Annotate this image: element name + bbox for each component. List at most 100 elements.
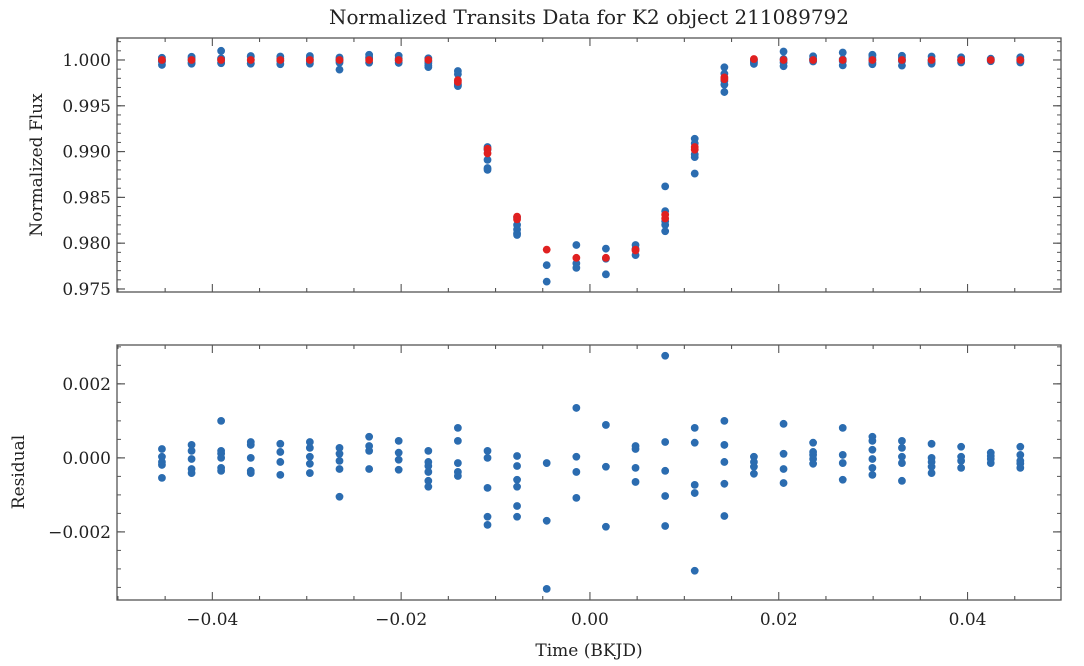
residual-point [217,466,226,475]
data-point [690,169,699,178]
model-point [661,214,670,223]
x-tick-label: 0.02 [760,610,798,630]
residual-point [394,455,403,464]
residual-point [750,469,758,478]
residual-point [424,462,433,470]
residual-point [305,469,314,477]
data-point [335,65,344,74]
y-tick-label: 0.002 [62,375,111,395]
data-point [779,47,788,56]
model-point [779,56,788,64]
model-point [690,145,699,154]
residual-point [898,459,906,467]
model-point [158,56,166,64]
model-point [631,246,640,255]
data-point [424,63,433,72]
residual-point [158,445,166,453]
flux-x-ticks [117,38,1016,292]
residual-point [957,463,966,472]
data-point [838,61,847,70]
model-point [601,253,610,262]
residual-point [927,469,936,477]
residual-point [690,480,699,489]
model-point [483,149,492,158]
flux-y-axis-label: Normalized Flux [27,93,47,237]
model-point [246,56,255,64]
series-data [158,46,1025,286]
residual-point [335,492,344,501]
model-point [898,56,906,64]
flux-y-ticks: 1.000 0.995 0.990 0.985 0.980 0.975 [62,41,1061,300]
chart-title: Normalized Transits Data for K2 object 2… [329,5,849,29]
residual-point [809,438,818,447]
data-point [453,70,462,79]
residual-point [690,424,699,432]
model-point [750,55,758,63]
residual-point [187,455,196,463]
residual-point [424,446,433,455]
residual-point [898,443,906,452]
residual-points [158,351,1025,593]
residual-point [187,446,196,455]
residual-point [986,459,995,467]
residual-point [483,446,492,455]
residual-point [335,456,344,465]
residual-point [483,453,492,462]
residual-point [483,483,492,492]
residual-point [246,441,255,449]
data-point [572,264,581,272]
residual-point [394,465,403,474]
residual-point [838,459,847,467]
residual-point [572,452,581,461]
residual-point [868,445,877,454]
residual-point [513,502,521,510]
residual-point [868,455,877,463]
residual-point [661,351,670,360]
residual-point [483,520,492,529]
y-tick-label: 0.985 [62,188,111,208]
data-point [572,241,581,249]
residual-point [690,566,699,575]
residual-point [305,438,314,446]
data-point [661,220,670,229]
y-tick-label: 0.990 [62,143,111,163]
residual-point [305,452,314,461]
residual-point [542,584,551,593]
data-point [720,63,729,72]
residual-point [957,442,966,451]
residual-point [424,468,433,476]
data-point [601,244,610,253]
residual-point [276,458,285,466]
residual-point [394,436,403,445]
residual-point [572,468,581,476]
residual-point [838,451,847,459]
residual-point [158,473,166,482]
x-tick-label: −0.04 [186,610,238,630]
residual-point [661,438,670,446]
model-point [809,56,818,64]
y-tick-label: −0.002 [48,523,111,543]
data-point [217,46,226,55]
data-point [601,270,610,279]
residual-point [453,472,462,480]
x-tick-label: 0.00 [571,610,609,630]
residual-point [513,452,521,460]
series-residual [158,351,1025,593]
residual-point [779,465,788,473]
residual-point [898,452,906,461]
residual-point [424,482,433,491]
model-point [335,56,344,64]
residual-point [868,463,877,472]
residual-point [779,419,788,428]
model-point [957,56,966,64]
residual-point [957,456,966,465]
data-point [690,153,699,161]
residual-point [513,475,521,484]
residual-point [1016,463,1025,472]
residual-point [513,512,521,521]
model-point [572,253,581,262]
residual-point [246,453,255,462]
data-point [542,261,551,270]
flux-panel: 1.000 0.995 0.990 0.985 0.980 0.975 Normalize… [27,37,1062,300]
residual-point [394,448,403,457]
